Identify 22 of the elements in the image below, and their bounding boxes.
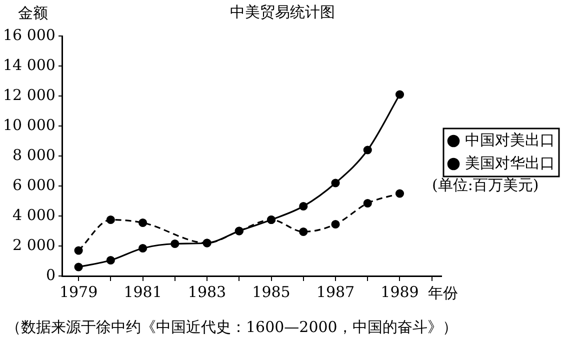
x-tick-label: 1983 [188,282,226,301]
y-tick-label: 10 000 [2,116,56,134]
x-tick-label: 1985 [252,282,290,301]
x-axis-title: 年份 [428,284,458,303]
text: （数据来源于徐中约《中国近代史：1600—2000，中国的奋斗》） [6,318,458,337]
x-tick-label: 1989 [380,282,419,301]
y-tick-label: 6 000 [12,176,56,194]
y-tick-label: 8 000 [12,146,56,164]
y-tick-label: 2 000 [12,236,56,254]
chart-title: 中美贸易统计图 [230,2,335,21]
y-axis-title: 金额 [18,4,48,23]
x-tick-label: 1981 [124,282,162,301]
y-tick-label: 12 000 [2,86,56,104]
y-tick-label: 14 000 [2,56,56,74]
legend-label: 中国对美出口 [465,130,555,149]
y-tick-label: 0 [46,266,56,284]
y-tick-label: 16 000 [2,26,56,44]
legend-label: 美国对华出口 [465,154,555,172]
x-tick-label: 1979 [59,282,98,301]
annotation: (单位:百万美元) [432,176,539,195]
x-tick-label: 1987 [316,282,355,301]
y-tick-label: 4 000 [12,206,56,224]
